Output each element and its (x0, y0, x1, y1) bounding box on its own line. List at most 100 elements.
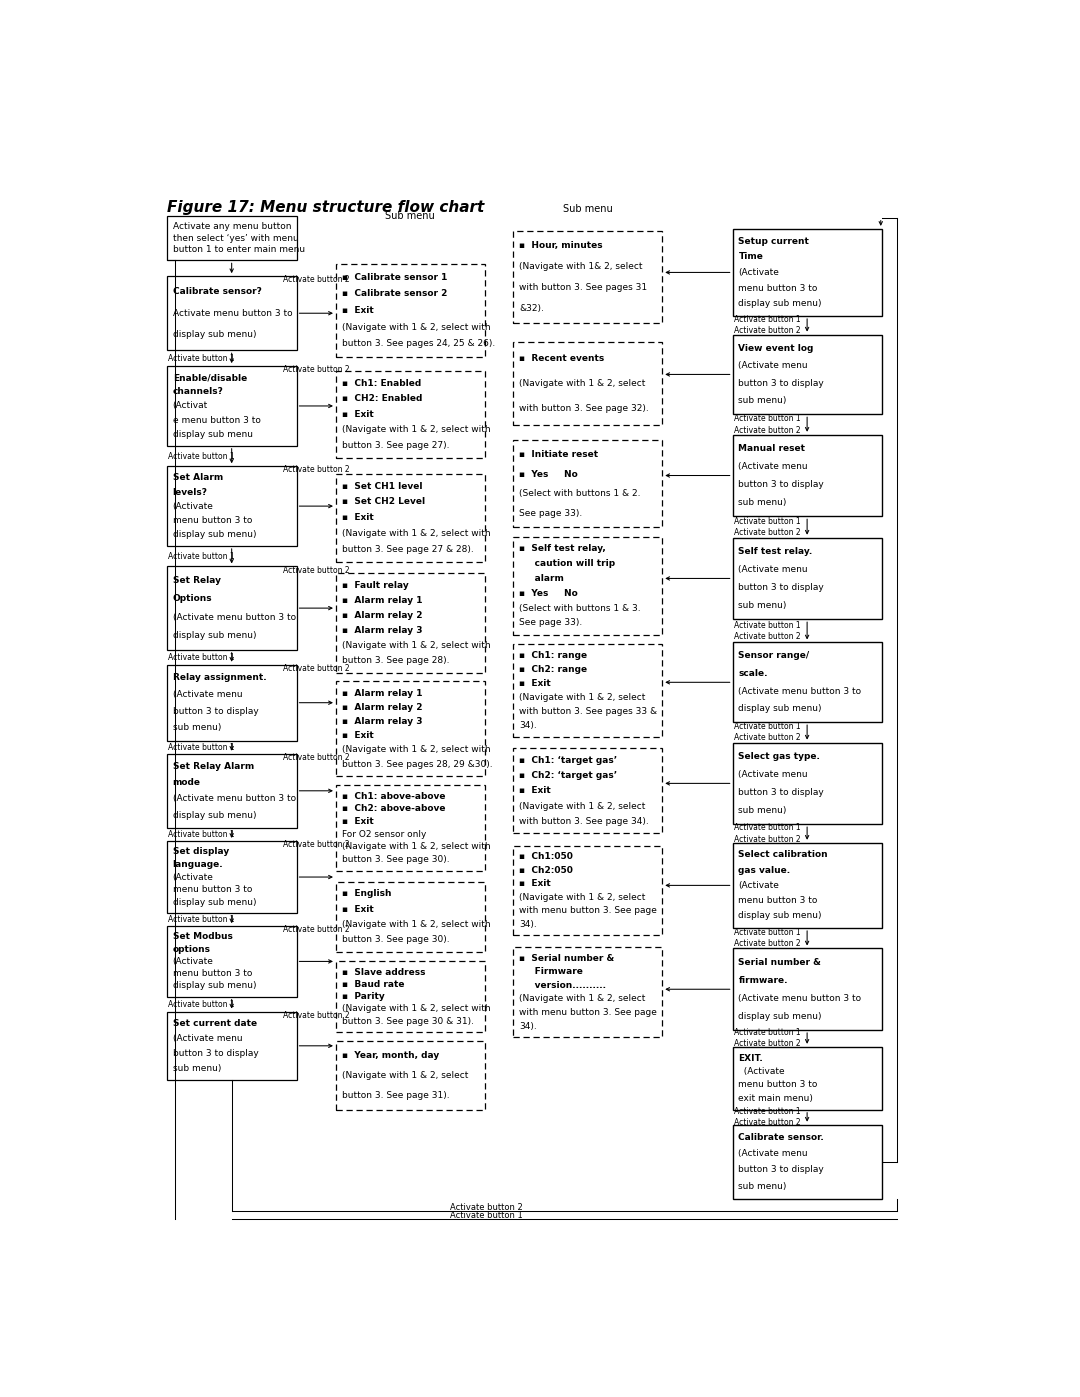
Text: Activate menu button 3 to: Activate menu button 3 to (173, 309, 293, 317)
Text: ▪  Exit: ▪ Exit (519, 679, 551, 689)
Text: button 3. See page 30 & 31).: button 3. See page 30 & 31). (341, 1017, 474, 1025)
Text: (Navigate with 1 & 2, select: (Navigate with 1 & 2, select (519, 802, 646, 810)
Text: display sub menu): display sub menu) (739, 1011, 822, 1021)
Text: with button 3. See pages 31: with button 3. See pages 31 (519, 284, 647, 292)
Text: button 3 to display: button 3 to display (739, 788, 824, 796)
Text: Firmware: Firmware (519, 967, 583, 977)
Text: options: options (173, 944, 211, 954)
Bar (513, 231, 662, 324)
Text: (Activate: (Activate (173, 873, 214, 882)
Text: ▪  Fault relay: ▪ Fault relay (341, 581, 408, 590)
Text: button 3. See page 31).: button 3. See page 31). (341, 1091, 449, 1099)
Text: button 3. See page 30).: button 3. See page 30). (341, 936, 449, 944)
Text: with button 3. See page 32).: with button 3. See page 32). (519, 404, 649, 414)
Text: (Activate menu button 3 to: (Activate menu button 3 to (739, 993, 862, 1003)
Text: Set Modbus: Set Modbus (173, 932, 232, 942)
Text: Activate button 1: Activate button 1 (168, 743, 235, 752)
Bar (732, 643, 881, 722)
Text: (Activat: (Activat (173, 401, 208, 411)
Bar (732, 538, 881, 619)
Bar (336, 1041, 485, 1109)
Text: Activate button 1: Activate button 1 (734, 1028, 801, 1038)
Text: menu button 3 to: menu button 3 to (173, 515, 252, 525)
Text: display sub menu): display sub menu) (173, 810, 256, 820)
Bar (336, 474, 485, 562)
Text: ▪  Serial number &: ▪ Serial number & (519, 954, 615, 963)
Text: Activate button 1: Activate button 1 (168, 915, 235, 925)
Text: (Navigate with 1 & 2, select with: (Navigate with 1 & 2, select with (341, 425, 490, 434)
Text: with menu button 3. See page: with menu button 3. See page (519, 1007, 657, 1017)
Text: alarm: alarm (519, 574, 564, 583)
Text: Activate button 2: Activate button 2 (283, 664, 350, 673)
Text: menu button 3 to: menu button 3 to (739, 895, 818, 905)
Text: Enable/disable: Enable/disable (173, 373, 247, 383)
Text: Select gas type.: Select gas type. (739, 752, 821, 761)
Text: levels?: levels? (173, 488, 207, 496)
Text: Activate button 1: Activate button 1 (168, 353, 235, 363)
Bar (732, 743, 881, 824)
Bar (513, 845, 662, 936)
Text: ▪  Exit: ▪ Exit (519, 787, 551, 795)
Text: Activate button 2: Activate button 2 (734, 733, 801, 742)
Text: button 3 to display: button 3 to display (739, 379, 824, 388)
Text: ▪  Set CH1 level: ▪ Set CH1 level (341, 482, 422, 490)
Text: (Activate menu: (Activate menu (173, 690, 242, 698)
Bar (336, 882, 485, 953)
Text: Activate button 2: Activate button 2 (734, 528, 801, 536)
Text: Sensor range/: Sensor range/ (739, 651, 810, 661)
Text: &32).: &32). (519, 305, 544, 313)
Bar (513, 644, 662, 738)
Text: Set Relay Alarm: Set Relay Alarm (173, 761, 254, 771)
Text: ▪  CH2: Enabled: ▪ CH2: Enabled (341, 394, 422, 404)
Text: (Activate menu button 3 to: (Activate menu button 3 to (173, 795, 296, 803)
Text: (Activate menu: (Activate menu (739, 770, 808, 780)
Text: button 3. See pages 28, 29 &30).: button 3. See pages 28, 29 &30). (341, 760, 492, 768)
Text: with button 3. See pages 33 &: with button 3. See pages 33 & (519, 707, 658, 717)
Bar (336, 682, 485, 775)
Text: Activate button 2: Activate button 2 (734, 426, 801, 434)
Text: caution will trip: caution will trip (519, 559, 616, 569)
Text: Select calibration: Select calibration (739, 851, 828, 859)
Text: version..........: version.......... (519, 981, 606, 989)
Text: (Navigate with 1 & 2, select with: (Navigate with 1 & 2, select with (341, 746, 490, 754)
Text: Activate button 1: Activate button 1 (734, 517, 801, 525)
Text: (Activate menu button 3 to: (Activate menu button 3 to (739, 686, 862, 696)
Text: Activate button 2: Activate button 2 (283, 275, 350, 285)
Bar (166, 566, 297, 650)
Text: (Navigate with 1 & 2, select: (Navigate with 1 & 2, select (519, 379, 646, 388)
Text: Activate button 2: Activate button 2 (734, 327, 801, 335)
Bar (166, 467, 297, 546)
Text: ▪  Self test relay,: ▪ Self test relay, (519, 545, 606, 553)
Text: Activate button 1: Activate button 1 (168, 552, 235, 560)
Text: Activate button 1: Activate button 1 (168, 451, 235, 461)
Text: Calibrate sensor?: Calibrate sensor? (173, 288, 261, 296)
Text: Set Alarm: Set Alarm (173, 474, 222, 482)
Text: Activate button 2: Activate button 2 (734, 1039, 801, 1049)
Bar (513, 749, 662, 834)
Bar (336, 370, 485, 458)
Text: (Select with buttons 1 & 2.: (Select with buttons 1 & 2. (519, 489, 640, 499)
Text: ▪  Year, month, day: ▪ Year, month, day (341, 1051, 438, 1060)
Text: (Activate: (Activate (173, 502, 214, 511)
Text: button 3 to display: button 3 to display (739, 1165, 824, 1175)
Text: display sub menu): display sub menu) (739, 299, 822, 309)
Text: ▪  Set CH2 Level: ▪ Set CH2 Level (341, 497, 424, 507)
Text: menu button 3 to: menu button 3 to (739, 284, 818, 292)
Text: sub menu): sub menu) (173, 724, 221, 732)
Text: (Navigate with 1 & 2, select with: (Navigate with 1 & 2, select with (341, 1004, 490, 1013)
Text: e menu button 3 to: e menu button 3 to (173, 415, 260, 425)
Text: Activate button 1: Activate button 1 (734, 928, 801, 937)
Text: display sub menu): display sub menu) (739, 704, 822, 714)
Text: (Activate: (Activate (739, 268, 780, 277)
Text: button 3 to display: button 3 to display (173, 1049, 258, 1058)
Text: sub menu): sub menu) (173, 1063, 221, 1073)
Text: ▪  Initiate reset: ▪ Initiate reset (519, 450, 598, 460)
Text: Activate button 1: Activate button 1 (168, 1000, 235, 1009)
Text: Sub menu: Sub menu (563, 204, 612, 214)
Text: firmware.: firmware. (739, 975, 788, 985)
Text: Activate button 2: Activate button 2 (734, 631, 801, 641)
Text: ▪  Exit: ▪ Exit (341, 817, 374, 826)
Text: (Activate menu: (Activate menu (739, 564, 808, 574)
Text: display sub menu): display sub menu) (173, 529, 256, 539)
Text: language.: language. (173, 861, 224, 869)
